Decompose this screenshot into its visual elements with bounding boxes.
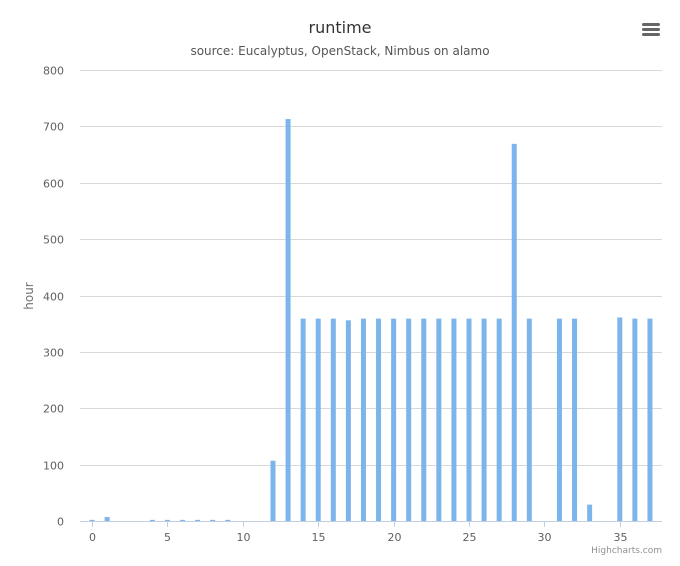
x-tick-label: 5: [164, 531, 171, 544]
bar-x-24[interactable]: [451, 318, 457, 521]
credits-link[interactable]: Highcharts.com: [591, 546, 662, 556]
bar-x-29[interactable]: [526, 318, 532, 521]
bars: [89, 119, 653, 522]
y-tick-label: 600: [43, 178, 64, 191]
bar-x-4[interactable]: [149, 519, 155, 521]
chart-title: runtime: [308, 18, 371, 37]
bar-x-27[interactable]: [496, 318, 502, 521]
y-axis-ticks: 0 100 200 300 400 500 600 700 800: [43, 65, 64, 529]
chart-subtitle: source: Eucalyptus, OpenStack, Nimbus on…: [190, 44, 489, 58]
y-tick-label: 200: [43, 403, 64, 416]
bar-x-19[interactable]: [376, 318, 382, 521]
bar-x-17[interactable]: [345, 320, 351, 521]
x-tick-label: 25: [463, 531, 477, 544]
bar-x-9[interactable]: [225, 519, 231, 521]
grid-lines: [80, 70, 662, 522]
x-tick-label: 10: [237, 531, 251, 544]
bar-x-28[interactable]: [511, 143, 517, 521]
bar-x-14[interactable]: [300, 318, 306, 521]
x-tick-label: 30: [538, 531, 552, 544]
bar-x-37[interactable]: [647, 318, 653, 521]
y-axis-title: hour: [22, 282, 36, 310]
bar-x-15[interactable]: [315, 318, 321, 521]
x-axis-ticks: 0 5 10 15 20 25 30 35: [89, 521, 628, 544]
bar-x-33[interactable]: [587, 504, 593, 521]
x-tick-label: 15: [312, 531, 326, 544]
bar-x-26[interactable]: [481, 318, 487, 521]
bar-x-36[interactable]: [632, 318, 638, 521]
bar-x-1[interactable]: [104, 517, 110, 521]
bar-x-5[interactable]: [164, 519, 170, 521]
bar-x-35[interactable]: [617, 317, 623, 521]
bar-x-8[interactable]: [210, 519, 216, 521]
bar-x-6[interactable]: [180, 519, 186, 521]
y-tick-label: 100: [43, 460, 64, 473]
bar-x-32[interactable]: [572, 318, 578, 521]
y-tick-label: 700: [43, 121, 64, 134]
x-tick-label: 20: [388, 531, 402, 544]
y-tick-label: 0: [57, 516, 64, 529]
bar-x-16[interactable]: [330, 318, 336, 521]
bar-x-25[interactable]: [466, 318, 472, 521]
y-tick-label: 500: [43, 234, 64, 247]
export-menu-button[interactable]: [638, 18, 664, 40]
hamburger-menu-icon: [642, 23, 660, 36]
x-tick-label: 35: [614, 531, 628, 544]
bar-x-22[interactable]: [421, 318, 427, 521]
bar-x-20[interactable]: [391, 318, 397, 521]
y-tick-label: 300: [43, 347, 64, 360]
bar-x-0[interactable]: [89, 519, 95, 521]
bar-x-21[interactable]: [406, 318, 412, 521]
bar-x-18[interactable]: [360, 318, 366, 521]
y-tick-label: 800: [43, 65, 64, 78]
y-tick-label: 400: [43, 291, 64, 304]
bar-x-13[interactable]: [285, 119, 291, 522]
bar-x-31[interactable]: [556, 318, 562, 521]
bar-x-7[interactable]: [195, 519, 201, 521]
bar-x-12[interactable]: [270, 460, 276, 521]
x-tick-label: 0: [89, 531, 96, 544]
bar-x-23[interactable]: [436, 318, 442, 521]
